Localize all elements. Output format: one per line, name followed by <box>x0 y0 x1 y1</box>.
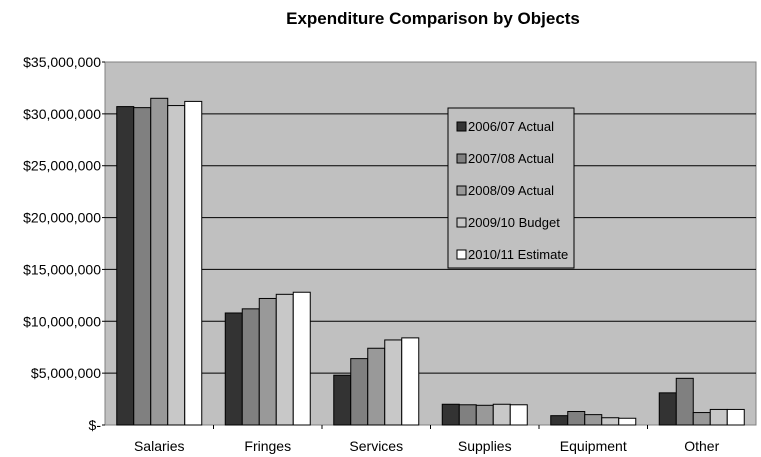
y-tick-label: $- <box>89 417 102 433</box>
x-tick-label: Salaries <box>134 438 185 454</box>
bar-4-fringes <box>275 293 294 426</box>
bar-2-other <box>675 377 694 426</box>
chart-title: Expenditure Comparison by Objects <box>286 9 580 28</box>
bar-2-salaries <box>133 107 152 426</box>
x-axis-ticks: Salaries Fringes Services Supplies Equipment… <box>134 425 720 454</box>
legend-swatch <box>456 153 467 164</box>
bar-4-other <box>709 408 728 426</box>
legend-label: 2007/08 Actual <box>468 151 554 166</box>
bar-4-services <box>384 339 403 426</box>
bar-5-other <box>726 408 745 426</box>
x-tick-label: Supplies <box>458 438 512 454</box>
legend-swatch <box>456 121 467 132</box>
bar-4-equipment <box>601 417 620 426</box>
bar-3-supplies <box>475 404 494 426</box>
bar-5-equipment <box>618 417 637 426</box>
bar-3-other <box>692 412 711 426</box>
bar-5-services <box>401 337 420 426</box>
legend-label: 2009/10 Budget <box>468 215 560 230</box>
legend-box <box>447 107 575 269</box>
legend: 2006/07 Actual 2007/08 Actual 2008/09 Actu… <box>447 107 575 269</box>
x-tick-label: Equipment <box>560 438 627 454</box>
bar-5-salaries <box>184 100 203 426</box>
bar-4-salaries <box>167 105 186 426</box>
x-tick-label: Services <box>349 438 403 454</box>
y-tick-label: $35,000,000 <box>23 54 101 70</box>
y-axis-ticks: $- $5,000,000 $10,000,000 $15,000,000 $20,00… <box>23 54 105 433</box>
bar-2-fringes <box>241 308 260 426</box>
bar-5-fringes <box>292 291 311 426</box>
bar-3-fringes <box>258 297 277 426</box>
bar-2-services <box>350 358 369 426</box>
legend-label: 2010/11 Estimate <box>468 247 568 262</box>
y-tick-label: $30,000,000 <box>23 106 101 122</box>
bar-4-supplies <box>492 403 511 426</box>
bar-1-services <box>333 374 352 426</box>
bar-1-salaries <box>116 106 135 426</box>
bar-2-supplies <box>458 404 477 426</box>
bar-1-other <box>658 392 677 426</box>
bar-series <box>116 97 745 426</box>
legend-swatch <box>456 185 467 196</box>
plot-area <box>104 61 757 426</box>
legend-swatch <box>456 249 467 260</box>
legend-swatch <box>456 217 467 228</box>
y-tick-label: $15,000,000 <box>23 261 101 277</box>
y-tick-label: $10,000,000 <box>23 313 101 329</box>
y-tick-label: $25,000,000 <box>23 158 101 174</box>
bar-3-salaries <box>150 97 169 426</box>
x-tick-label: Fringes <box>244 438 291 454</box>
bar-3-services <box>367 347 386 426</box>
bar-1-supplies <box>441 403 460 426</box>
bar-2-equipment <box>567 411 586 426</box>
legend-label: 2006/07 Actual <box>468 119 554 134</box>
bar-3-equipment <box>584 414 603 426</box>
y-tick-label: $5,000,000 <box>31 365 101 381</box>
bar-1-equipment <box>550 415 569 426</box>
bar-1-fringes <box>224 312 243 426</box>
bar-5-supplies <box>509 404 528 426</box>
x-tick-label: Other <box>684 438 719 454</box>
gridlines <box>105 113 756 374</box>
y-tick-label: $20,000,000 <box>23 210 101 226</box>
legend-label: 2008/09 Actual <box>468 183 554 198</box>
